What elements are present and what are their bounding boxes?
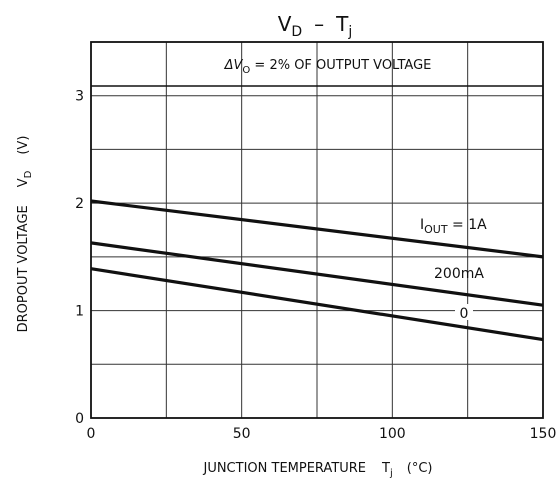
y-tick-label: 0 [75, 411, 84, 427]
annotation-sub: O [242, 65, 250, 76]
title-main: V [278, 12, 292, 36]
series-line-200ma [90, 241, 544, 307]
series-label-1a-rest: = 1A [448, 217, 488, 233]
y-axis-label-var: V [16, 178, 31, 187]
title-dash: – [314, 12, 324, 36]
series-label-0-bg [455, 304, 473, 320]
series-line-1a [90, 199, 544, 259]
title-main-sub: D [291, 24, 302, 40]
annotation-rest: = 2% OF OUTPUT VOLTAGE [250, 58, 431, 73]
x-tick-label: 150 [530, 426, 557, 442]
series-label-0: 0 [460, 306, 469, 322]
grid [90, 41, 544, 419]
x-axis-label-text: JUNCTION TEMPERATURE [202, 461, 366, 476]
series-label-200ma: 200mA [434, 266, 484, 282]
y-tick-label: 1 [75, 304, 84, 320]
x-axis-label: JUNCTION TEMPERATURE Tj (°C) [202, 461, 432, 479]
series-label-1a-sub: OUT [424, 223, 448, 236]
annotation-delta: ΔV [224, 58, 244, 73]
series-label-1a-main: I [420, 217, 424, 233]
x-tick-label: 50 [233, 426, 251, 442]
plot-frame [90, 41, 544, 419]
title-var: T [335, 12, 349, 36]
x-tick-label: 0 [87, 426, 96, 442]
x-tick-label: 100 [379, 426, 406, 442]
y-axis-label-text: DROPOUT VOLTAGE [16, 205, 31, 332]
y-axis-label-unit: (V) [16, 136, 31, 155]
tick-labels: 0 50 100 150 0 1 2 3 [75, 89, 556, 442]
x-axis-label-var: T [381, 461, 390, 476]
x-axis-label-unit: (°C) [407, 461, 433, 476]
series-label-1a: IOUT = 1A [420, 217, 487, 236]
y-axis-label-var-sub: D [23, 170, 34, 178]
title-var-sub: j [347, 24, 352, 40]
series-line-0 [90, 267, 544, 342]
x-axis-label-var-sub: j [389, 468, 393, 479]
y-tick-label: 2 [75, 196, 84, 212]
y-tick-label: 3 [75, 89, 84, 105]
y-axis-label: DROPOUT VOLTAGE VD (V) [16, 136, 34, 333]
annotation-text: ΔVO = 2% OF OUTPUT VOLTAGE [224, 58, 432, 76]
chart-title: VD – Tj [278, 12, 353, 40]
series-lines [90, 199, 544, 342]
